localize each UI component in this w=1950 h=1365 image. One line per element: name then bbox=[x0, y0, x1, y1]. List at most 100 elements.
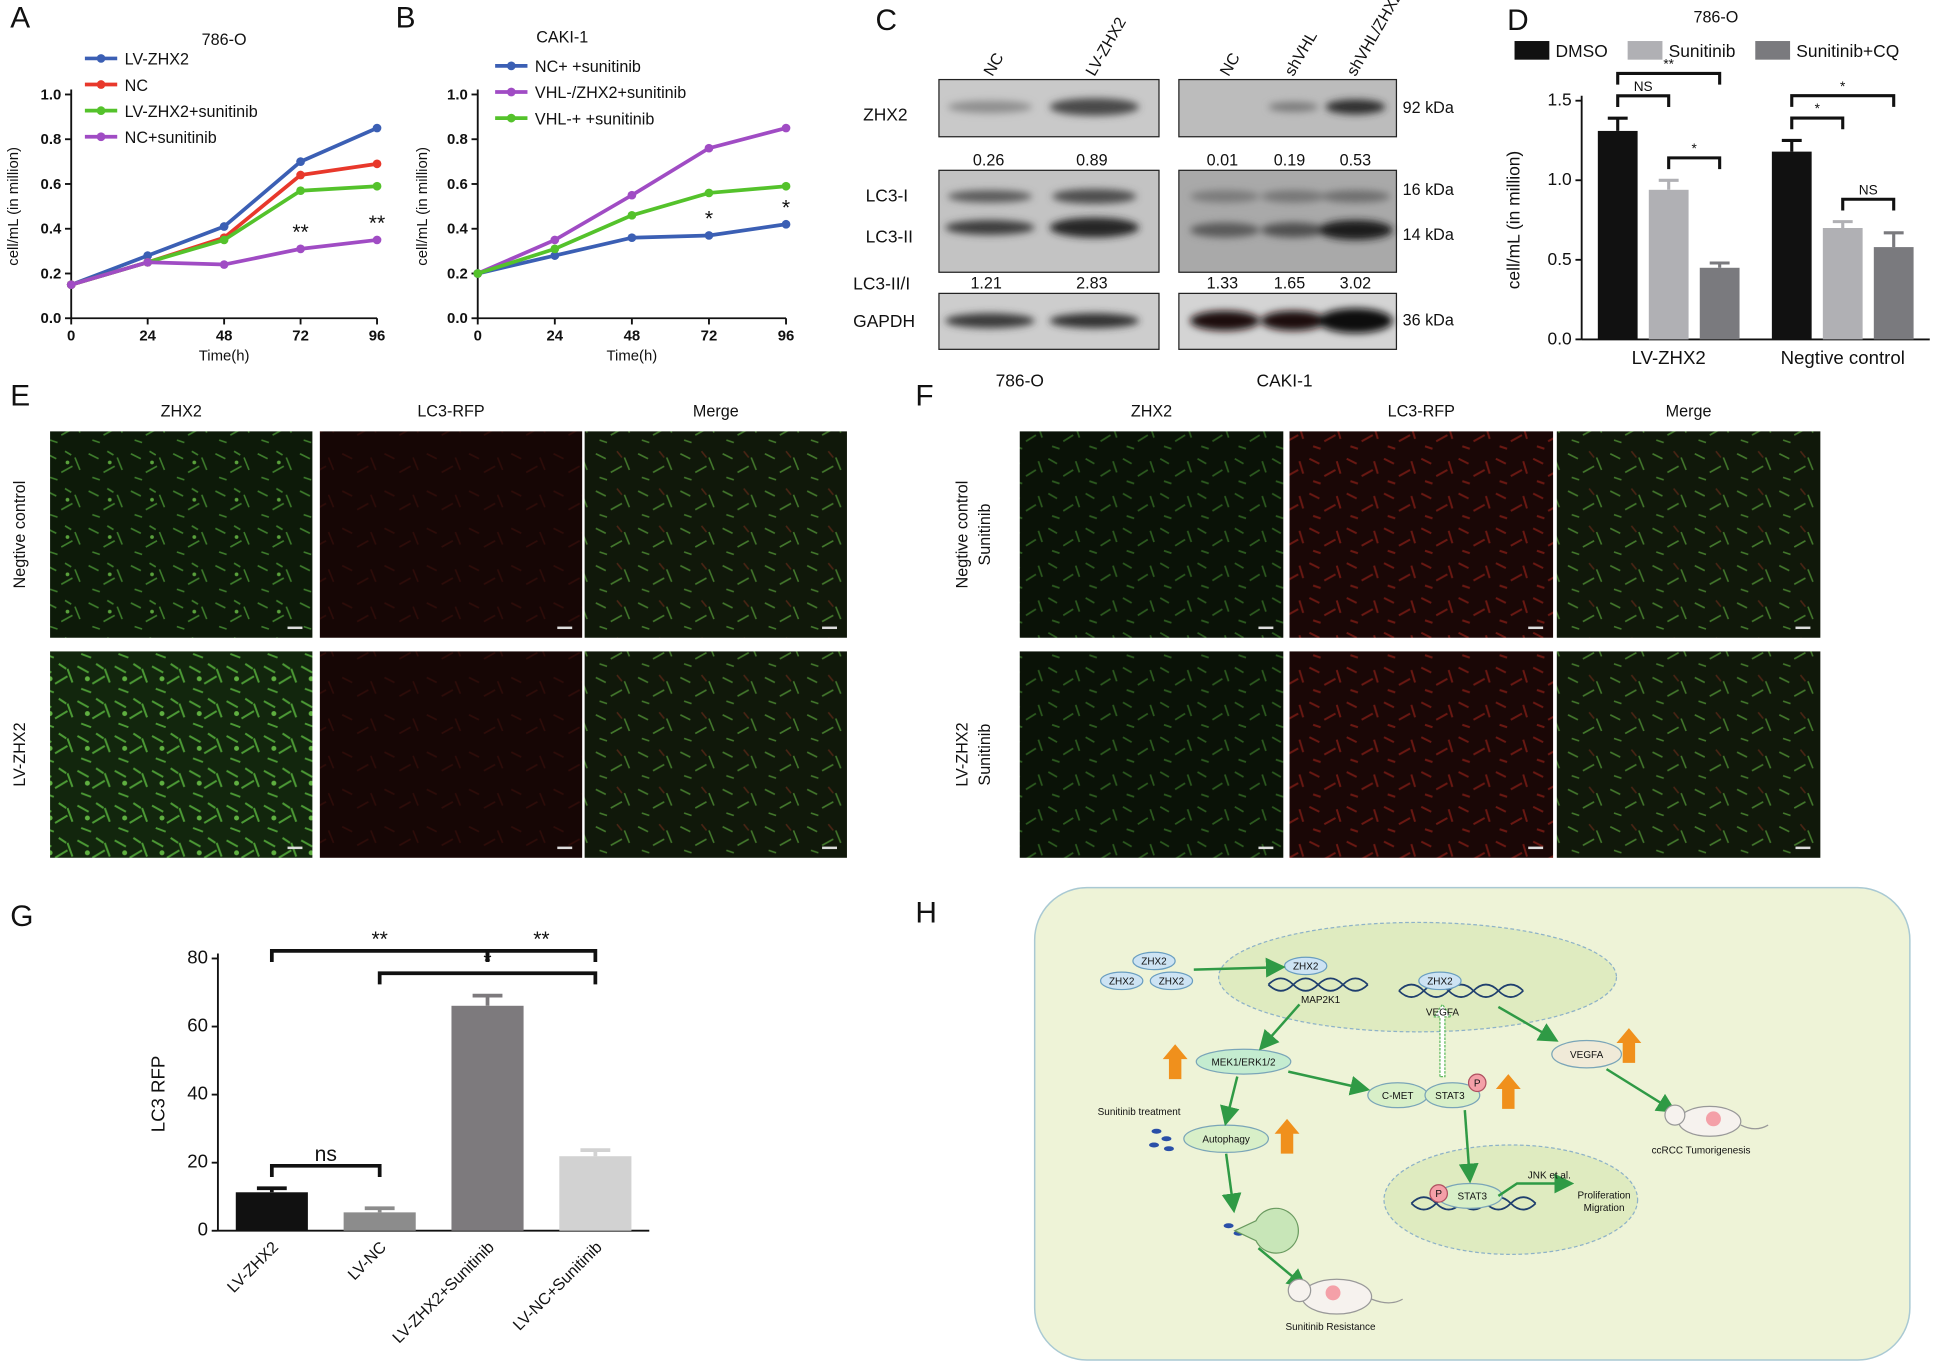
significance-label: NS bbox=[1634, 79, 1653, 94]
significance-bracket bbox=[485, 948, 598, 963]
y-tick-label: 0 bbox=[198, 1219, 208, 1240]
protein bbox=[1149, 971, 1194, 991]
x-tick-label: 72 bbox=[292, 329, 309, 345]
bar bbox=[235, 1192, 308, 1231]
node bbox=[1195, 1048, 1292, 1075]
data-point bbox=[781, 219, 791, 229]
data-point bbox=[550, 251, 560, 260]
protein bbox=[1099, 951, 1462, 991]
micrograph bbox=[319, 431, 583, 638]
significance-label: ** bbox=[1663, 56, 1674, 71]
blot-band bbox=[1049, 313, 1140, 329]
band-ratio: 1.33 bbox=[1207, 274, 1238, 292]
signal-arrow bbox=[1458, 1110, 1479, 1184]
mouse bbox=[1287, 1278, 1312, 1303]
y-tick-label: 0.8 bbox=[447, 132, 468, 148]
data-point bbox=[704, 231, 714, 240]
y-axis-label: cell/mL (in million) bbox=[6, 147, 22, 266]
legend-marker bbox=[506, 61, 516, 71]
row-label: LC3-II/I bbox=[853, 274, 910, 294]
phospho-site bbox=[1429, 1073, 1487, 1203]
y-tick-label: 0.6 bbox=[447, 177, 468, 193]
x-tick-label: 72 bbox=[701, 329, 718, 345]
node-label: ZHX2 bbox=[1141, 957, 1167, 968]
data-point bbox=[219, 235, 229, 245]
node-label: Autophagy bbox=[1202, 1134, 1250, 1145]
band-ratio: 0.01 bbox=[1207, 151, 1238, 169]
x-axis-label: Time(h) bbox=[199, 349, 250, 365]
y-tick-label: 0.0 bbox=[1548, 328, 1572, 348]
significance-bracket bbox=[269, 948, 490, 963]
panel-letter: G bbox=[10, 900, 33, 933]
data-point bbox=[296, 170, 305, 180]
band-ratio: 0.89 bbox=[1076, 151, 1107, 169]
data-point bbox=[473, 269, 483, 278]
significance-label: * bbox=[1815, 101, 1821, 116]
legend-label: NC+ +sunitinib bbox=[535, 58, 641, 76]
significance-label: ** bbox=[533, 928, 549, 951]
signal-arrow bbox=[1220, 1076, 1240, 1127]
y-tick-label: 0.4 bbox=[447, 222, 468, 238]
micrograph bbox=[1289, 431, 1554, 638]
y-tick-label: 1.5 bbox=[1548, 90, 1572, 110]
node-label: Proliferation bbox=[1578, 1190, 1631, 1201]
blot-band bbox=[945, 313, 1035, 329]
y-tick-label: 40 bbox=[187, 1083, 208, 1104]
signal-arrow bbox=[1193, 957, 1286, 978]
legend-label: LV-ZHX2 bbox=[125, 51, 189, 69]
dna-helix bbox=[1398, 983, 1524, 998]
band-ratio: 0.26 bbox=[973, 151, 1004, 169]
cell-line: CAKI-1 bbox=[1257, 371, 1313, 391]
bar bbox=[1771, 151, 1812, 340]
legend-marker bbox=[506, 113, 516, 123]
legend-label: DMSO bbox=[1556, 41, 1608, 61]
drug-pill bbox=[1223, 1223, 1234, 1229]
error-bar bbox=[1607, 116, 1628, 131]
error-bar bbox=[580, 1148, 611, 1157]
legend-label: NC bbox=[125, 77, 149, 95]
signal-arrow bbox=[1497, 1173, 1575, 1197]
lane-label: shVHL/ZHX2 bbox=[1343, 0, 1406, 79]
y-tick-label: 0.5 bbox=[1548, 249, 1572, 269]
x-tick-label: 48 bbox=[624, 329, 641, 345]
legend-marker bbox=[96, 54, 106, 63]
node-label: Migration bbox=[1584, 1203, 1625, 1214]
significance-bracket bbox=[377, 971, 598, 985]
legend-swatch bbox=[1514, 41, 1550, 60]
mouse bbox=[1740, 1124, 1769, 1130]
drug-pill bbox=[1151, 1128, 1162, 1134]
scale-bar bbox=[287, 626, 303, 630]
bar bbox=[451, 1005, 524, 1231]
data-point bbox=[143, 251, 153, 260]
legend-swatch bbox=[1755, 41, 1791, 60]
data-point bbox=[296, 157, 305, 166]
row-label: Sunitinib bbox=[976, 504, 994, 566]
significance-bracket bbox=[1667, 156, 1722, 170]
blot-band bbox=[945, 98, 1393, 334]
legend-marker bbox=[96, 132, 106, 142]
bar bbox=[559, 1156, 632, 1231]
column-header: ZHX2 bbox=[161, 402, 202, 420]
error-bar bbox=[472, 993, 503, 1006]
dna-helix bbox=[1410, 1196, 1537, 1211]
node-label: P bbox=[1474, 1079, 1481, 1090]
node-label: ZHX2 bbox=[1159, 977, 1185, 988]
bar bbox=[343, 1212, 416, 1231]
y-tick-label: 1.0 bbox=[447, 87, 468, 103]
chart-title: 786-O bbox=[202, 31, 247, 49]
blot-band bbox=[1260, 190, 1326, 203]
node-label: ZHX2 bbox=[1109, 977, 1135, 988]
legend-swatch bbox=[1627, 41, 1663, 60]
panel-letter: F bbox=[915, 379, 933, 412]
bar bbox=[1873, 247, 1914, 340]
data-point bbox=[372, 181, 382, 191]
micrograph bbox=[584, 431, 847, 638]
annotation: ** bbox=[369, 212, 385, 235]
x-tick-label: 24 bbox=[139, 329, 156, 345]
legend-label: Sunitinib+CQ bbox=[1796, 41, 1899, 61]
x-tick-label: LV-ZHX2+Sunitinib bbox=[389, 1238, 498, 1347]
x-axis-label: Time(h) bbox=[606, 349, 657, 365]
data-point bbox=[66, 280, 76, 290]
protein bbox=[1418, 971, 1462, 991]
